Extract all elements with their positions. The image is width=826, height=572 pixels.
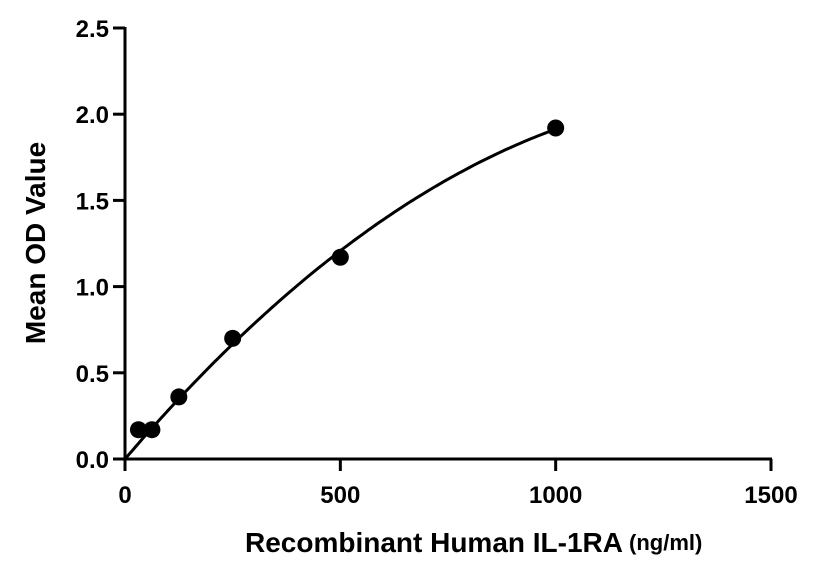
data-point (547, 119, 565, 137)
x-tick-label: 1000 (529, 482, 582, 509)
x-axis-unit: (ng/ml) (629, 530, 702, 555)
y-tick-label: 1.5 (76, 188, 109, 215)
y-axis-ticks: 0.0 0.5 1.0 1.5 2.0 2.5 (76, 16, 125, 474)
x-tick-label: 0 (118, 482, 131, 509)
x-tick-label: 500 (320, 482, 360, 509)
fit-curve (123, 127, 557, 460)
data-points (129, 119, 565, 439)
axes (123, 27, 772, 461)
data-point (129, 421, 147, 439)
y-tick-label: 1.0 (76, 275, 109, 302)
data-point (170, 388, 188, 406)
y-tick-label: 2.5 (76, 16, 109, 43)
x-tick-label: 1500 (744, 482, 797, 509)
y-tick-label: 0.0 (76, 447, 109, 474)
y-tick-label: 2.0 (76, 102, 109, 129)
y-tick-label: 0.5 (76, 361, 109, 388)
data-point (224, 329, 242, 347)
x-axis-ticks: 0 500 1000 1500 (118, 459, 798, 509)
y-axis-title: Mean OD Value (20, 142, 51, 344)
data-point (331, 248, 349, 266)
x-axis-title: Recombinant Human IL-1RA (245, 527, 623, 558)
data-point (143, 421, 161, 439)
